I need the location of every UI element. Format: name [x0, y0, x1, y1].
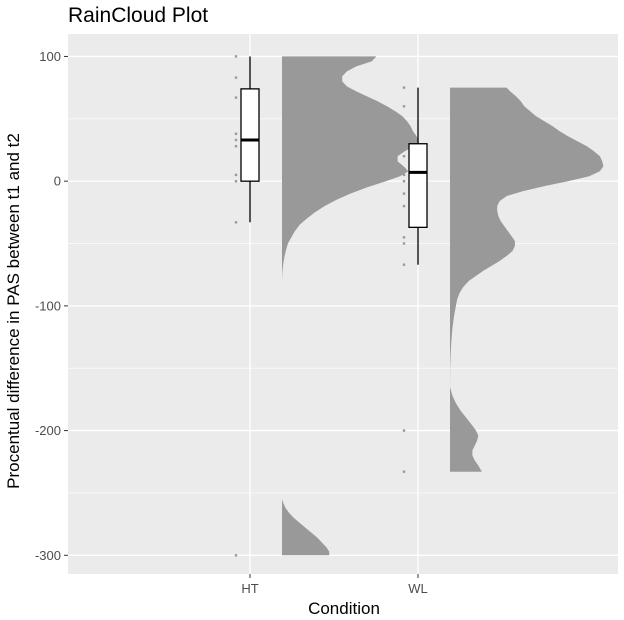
box-ht	[240, 88, 260, 182]
data-point-wl	[402, 263, 406, 266]
density-cloud-ht	[282, 56, 419, 556]
y-tick-label: 100	[39, 49, 61, 64]
chart-title: RainCloud Plot	[68, 4, 208, 27]
data-point-wl	[402, 155, 406, 158]
data-point-wl	[402, 470, 406, 473]
box-wl	[408, 143, 428, 228]
data-point-wl	[402, 86, 406, 89]
data-point-ht	[234, 55, 238, 58]
density-cloud-wl	[450, 87, 604, 472]
x-tick-label-wl: WL	[408, 581, 428, 596]
data-point-ht	[234, 145, 238, 148]
data-point-wl	[402, 142, 406, 145]
y-tick-label: -200	[35, 423, 61, 438]
y-tick-label: -100	[35, 298, 61, 313]
data-point-wl	[402, 130, 406, 133]
boxplots	[240, 56, 428, 265]
raw-data-points	[234, 55, 406, 557]
data-point-wl	[402, 429, 406, 432]
data-point-ht	[234, 180, 238, 183]
y-axis-ticks: 100 0 -100 -200 -300	[35, 49, 68, 563]
data-point-ht	[234, 138, 238, 142]
data-point-wl	[402, 242, 406, 245]
data-point-wl	[402, 236, 406, 239]
data-point-ht	[234, 221, 238, 224]
data-point-ht	[234, 76, 238, 79]
data-point-ht	[234, 96, 238, 99]
data-point-wl	[402, 105, 406, 108]
data-point-wl	[402, 192, 406, 195]
data-point-wl	[402, 167, 406, 170]
y-tick-label: 0	[54, 174, 61, 189]
x-axis-ticks: HT WL	[241, 574, 428, 596]
x-axis-title: Condition	[308, 599, 380, 618]
data-point-wl	[402, 204, 406, 208]
x-tick-label-ht: HT	[241, 581, 258, 596]
data-point-ht	[234, 554, 238, 557]
data-point-wl	[402, 180, 406, 183]
y-tick-label: -300	[35, 548, 61, 563]
grid-lines	[68, 34, 618, 574]
data-point-ht	[234, 132, 238, 135]
y-axis-title: Procentual difference in PAS between t1 …	[4, 133, 23, 489]
density-clouds	[282, 56, 604, 556]
data-point-wl	[402, 173, 406, 177]
data-point-ht	[234, 173, 238, 177]
